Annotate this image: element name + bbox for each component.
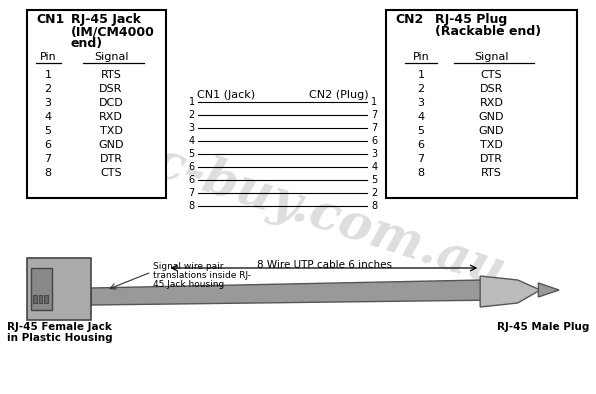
Bar	[27, 258, 91, 320]
Text: 7: 7	[45, 154, 52, 164]
Text: RTS: RTS	[101, 70, 122, 80]
Polygon shape	[91, 280, 501, 305]
Text: 1: 1	[417, 70, 424, 80]
Text: translations inside RJ-: translations inside RJ-	[153, 271, 252, 280]
Text: DCD: DCD	[99, 98, 123, 108]
Text: Pin: Pin	[412, 52, 429, 62]
Text: 8: 8	[371, 201, 377, 211]
Text: 3: 3	[371, 149, 377, 159]
Text: DTR: DTR	[100, 154, 123, 164]
Text: 7: 7	[371, 110, 377, 120]
Polygon shape	[538, 283, 559, 297]
Bar	[31, 268, 52, 310]
Text: Signal: Signal	[474, 52, 508, 62]
Text: 2: 2	[371, 188, 377, 198]
Text: 4: 4	[188, 136, 195, 146]
Text: 3: 3	[45, 98, 52, 108]
Text: 7: 7	[417, 154, 424, 164]
Text: 8: 8	[188, 201, 195, 211]
Text: GND: GND	[98, 140, 124, 150]
Text: 2: 2	[45, 84, 52, 94]
Text: 6: 6	[417, 140, 424, 150]
Text: (Rackable end): (Rackable end)	[435, 25, 541, 38]
Text: Signal wire pair: Signal wire pair	[153, 262, 224, 271]
Text: 8: 8	[45, 168, 52, 178]
Text: Signal: Signal	[94, 52, 128, 62]
Text: CN2: CN2	[396, 13, 424, 26]
Text: 7: 7	[371, 123, 377, 133]
Text: 5: 5	[188, 149, 195, 159]
Text: 45 Jack housing: 45 Jack housing	[153, 280, 225, 289]
Text: RXD: RXD	[480, 98, 504, 108]
Text: 6: 6	[188, 162, 195, 172]
Text: 1: 1	[188, 97, 195, 107]
Text: 2: 2	[417, 84, 424, 94]
Text: 5: 5	[417, 126, 424, 136]
Text: 8: 8	[417, 168, 424, 178]
Text: 3: 3	[188, 123, 195, 133]
Text: GND: GND	[479, 126, 504, 136]
Text: 4: 4	[371, 162, 377, 172]
Text: 6: 6	[371, 136, 377, 146]
Text: RJ-45 Male Plug: RJ-45 Male Plug	[497, 322, 589, 332]
Text: 7: 7	[188, 188, 195, 198]
Text: RJ-45 Jack: RJ-45 Jack	[71, 13, 141, 26]
Text: RJ-45 Plug: RJ-45 Plug	[435, 13, 507, 26]
Text: CN1: CN1	[36, 13, 64, 26]
Text: 3: 3	[417, 98, 424, 108]
Bar	[26, 10, 166, 198]
Text: DTR: DTR	[480, 154, 503, 164]
Text: (IM/CM4000: (IM/CM4000	[71, 25, 154, 38]
Bar	[386, 10, 577, 198]
Text: 5: 5	[371, 175, 377, 185]
Text: CN1 (Jack): CN1 (Jack)	[197, 90, 256, 100]
Text: 4: 4	[417, 112, 424, 122]
Text: end): end)	[71, 37, 103, 50]
Text: RXD: RXD	[99, 112, 123, 122]
Text: CTS: CTS	[480, 70, 502, 80]
Bar	[39, 295, 42, 303]
Text: RTS: RTS	[481, 168, 502, 178]
Text: DSR: DSR	[100, 84, 123, 94]
Text: CTS: CTS	[100, 168, 122, 178]
Text: DSR: DSR	[480, 84, 503, 94]
Text: 6: 6	[45, 140, 52, 150]
Text: 1: 1	[371, 97, 377, 107]
Text: in Plastic Housing: in Plastic Housing	[7, 333, 112, 343]
Text: 6: 6	[188, 175, 195, 185]
Text: RJ-45 Female Jack: RJ-45 Female Jack	[7, 322, 112, 332]
Polygon shape	[480, 276, 540, 307]
Text: 5: 5	[45, 126, 52, 136]
Text: 1: 1	[45, 70, 52, 80]
Text: 2: 2	[188, 110, 195, 120]
Bar	[33, 295, 37, 303]
Text: GND: GND	[479, 112, 504, 122]
Text: 4: 4	[45, 112, 52, 122]
Text: Pin: Pin	[40, 52, 57, 62]
Bar	[44, 295, 48, 303]
Text: CN2 (Plug): CN2 (Plug)	[309, 90, 369, 100]
Text: TXD: TXD	[100, 126, 122, 136]
Text: 8 Wire UTP cable 6 inches: 8 Wire UTP cable 6 inches	[257, 260, 392, 270]
Text: tec-buy.com.au: tec-buy.com.au	[96, 121, 511, 299]
Text: TXD: TXD	[480, 140, 503, 150]
